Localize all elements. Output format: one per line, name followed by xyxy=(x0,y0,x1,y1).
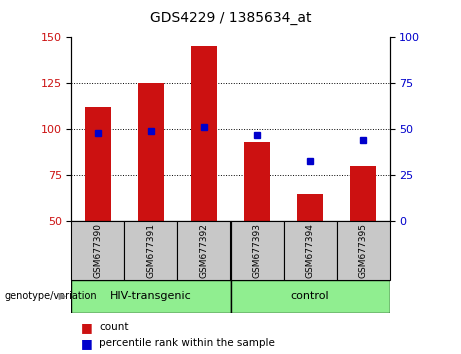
Bar xyxy=(284,221,337,280)
Text: HIV-transgenic: HIV-transgenic xyxy=(110,291,192,302)
Text: GSM677391: GSM677391 xyxy=(147,223,155,278)
Bar xyxy=(71,280,230,313)
Bar xyxy=(85,107,111,221)
Text: GSM677394: GSM677394 xyxy=(306,223,314,278)
Bar xyxy=(191,46,217,221)
Text: GSM677393: GSM677393 xyxy=(253,223,261,278)
Bar xyxy=(71,221,124,280)
Bar xyxy=(230,280,390,313)
Text: GDS4229 / 1385634_at: GDS4229 / 1385634_at xyxy=(150,11,311,25)
Bar xyxy=(337,221,390,280)
Text: count: count xyxy=(99,322,129,332)
Bar xyxy=(177,221,230,280)
Text: GSM677392: GSM677392 xyxy=(200,223,208,278)
Text: GSM677395: GSM677395 xyxy=(359,223,367,278)
Text: GSM677390: GSM677390 xyxy=(94,223,102,278)
Bar xyxy=(138,83,164,221)
Bar xyxy=(297,194,323,221)
Text: ■: ■ xyxy=(81,321,92,334)
Bar xyxy=(124,221,177,280)
Text: genotype/variation: genotype/variation xyxy=(5,291,97,302)
Bar xyxy=(230,221,284,280)
Text: percentile rank within the sample: percentile rank within the sample xyxy=(99,338,275,348)
Text: ■: ■ xyxy=(81,337,92,350)
Bar xyxy=(244,142,270,221)
Bar xyxy=(350,166,376,221)
Text: control: control xyxy=(291,291,329,302)
